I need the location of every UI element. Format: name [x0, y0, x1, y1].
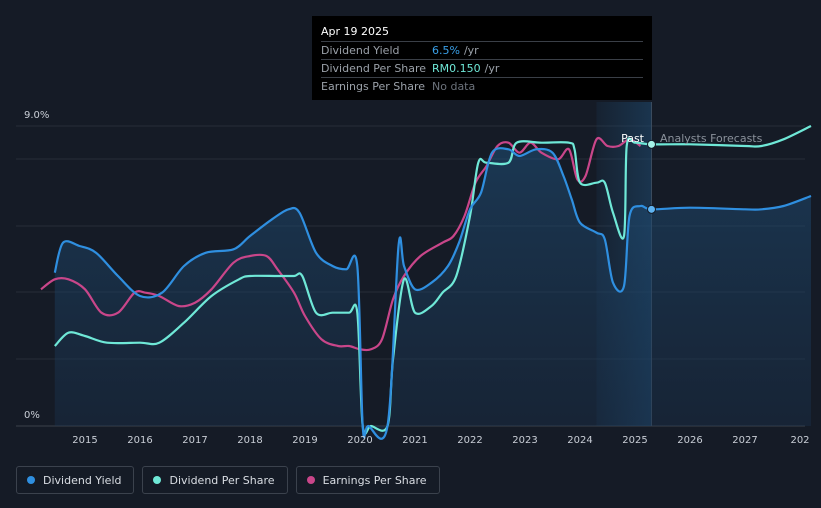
x-tick-label: 2021 — [402, 435, 427, 446]
x-tick-label: 2017 — [182, 435, 207, 446]
past-label: Past — [621, 132, 645, 145]
tooltip-value: No data — [432, 80, 476, 93]
legend-dividend-yield[interactable]: Dividend Yield — [16, 466, 135, 494]
tooltip-label: Dividend Yield — [321, 44, 400, 57]
chart-tooltip: Apr 19 2025 Dividend Yield 6.5% /yr Divi… — [312, 16, 652, 100]
y-tick-top: 9.0% — [24, 110, 49, 121]
tooltip-unit: /yr — [463, 44, 479, 57]
tooltip-unit: /yr — [484, 62, 500, 75]
x-tick-label: 202 — [790, 435, 809, 446]
legend-label: Dividend Per Share — [169, 473, 275, 487]
tooltip-row-dividend-per-share: Dividend Per Share RM0.150 /yr — [321, 59, 643, 77]
legend-dot-icon — [306, 476, 315, 484]
legend-dot-icon — [153, 476, 162, 484]
tooltip-label: Dividend Per Share — [321, 62, 427, 75]
tooltip-row-earnings-per-share: Earnings Per Share No data — [321, 77, 643, 95]
x-tick-label: 2023 — [512, 435, 537, 446]
x-tick-label: 2027 — [732, 435, 757, 446]
x-tick-label: 2016 — [127, 435, 152, 446]
dividend-yield-marker[interactable] — [647, 204, 656, 214]
x-tick-label: 2025 — [622, 435, 647, 446]
x-tick-label: 2020 — [347, 435, 372, 446]
legend-label: Earnings Per Share — [322, 473, 427, 487]
legend-dot-icon — [27, 476, 35, 484]
dividend-yield-line — [53, 147, 812, 440]
x-tick-label: 2022 — [457, 435, 482, 446]
x-axis-ticks: 2015 2016 2017 2018 2019 2020 2021 2022 2023 2024… — [72, 435, 809, 446]
x-tick-label: 2015 — [72, 435, 97, 446]
legend-earnings-per-share[interactable]: Earnings Per Share — [295, 466, 440, 494]
x-tick-label: 2024 — [567, 435, 592, 446]
x-tick-label: 2018 — [237, 435, 262, 446]
dividend-per-share-line — [53, 125, 812, 436]
legend-dividend-per-share[interactable]: Dividend Per Share — [142, 466, 288, 494]
y-tick-bottom: 0% — [24, 410, 40, 421]
dividend-per-share-marker[interactable] — [647, 139, 656, 149]
x-tick-label: 2026 — [677, 435, 702, 446]
tooltip-row-dividend-yield: Dividend Yield 6.5% /yr — [321, 41, 643, 59]
tooltip-label: Earnings Per Share — [321, 80, 426, 93]
earnings-per-share-line — [40, 137, 642, 352]
tooltip-value: RM0.150 — [432, 62, 481, 75]
tooltip-date: Apr 19 2025 — [321, 25, 390, 38]
tooltip-value: 6.5% — [432, 44, 460, 57]
chart-legend: Dividend Yield Dividend Per Share Earnin… — [16, 466, 440, 494]
legend-label: Dividend Yield — [43, 473, 122, 487]
forecast-label: Analysts Forecasts — [660, 132, 763, 145]
x-tick-label: 2019 — [292, 435, 317, 446]
dividend-yield-area — [54, 148, 812, 439]
